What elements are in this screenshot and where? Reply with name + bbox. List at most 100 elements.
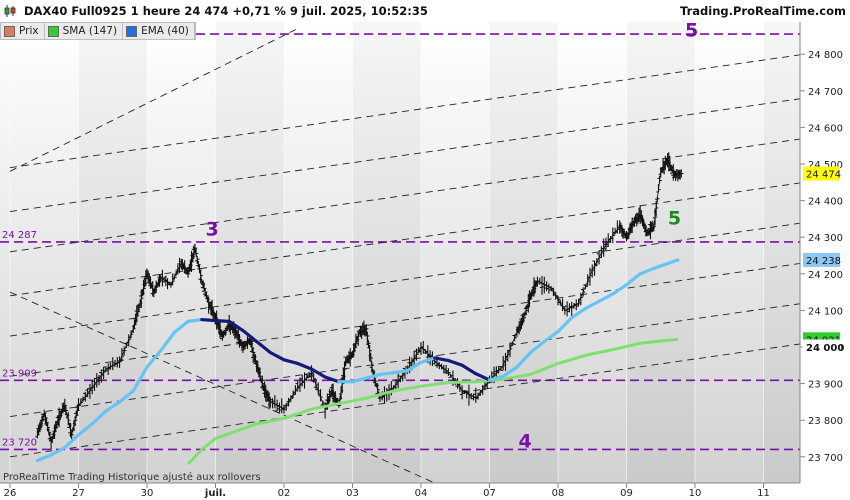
ema-segment: [117, 389, 135, 404]
ema-segment: [227, 319, 245, 333]
ema-segment: [433, 356, 450, 363]
ema-segment: [487, 374, 505, 382]
y-tick-label: 24 500: [808, 160, 843, 171]
y-tick-label: 24 200: [808, 270, 843, 281]
ema-segment: [241, 328, 259, 344]
trend-line[interactable]: [9, 54, 805, 169]
price-tag-box: [803, 166, 840, 181]
ema-segment: [611, 283, 629, 296]
x-tick-label: 02: [278, 488, 291, 499]
wave-label: 5: [685, 20, 698, 42]
legend-label-sma: SMA (147): [62, 25, 118, 37]
ema-segment: [528, 339, 546, 355]
ema-segment: [35, 453, 53, 463]
ema-segment: [501, 365, 519, 378]
trend-line[interactable]: [9, 138, 805, 253]
ema-segment: [515, 350, 533, 369]
ema-segment: [323, 375, 341, 384]
price-tag-label: 24 000: [806, 343, 844, 354]
y-tick-label: 24 100: [808, 306, 843, 317]
trend-line[interactable]: [9, 303, 805, 417]
wave-label: 4: [519, 431, 532, 453]
y-tick-label: 24 700: [808, 87, 843, 98]
ema-segment: [460, 363, 478, 376]
legend-item-ema[interactable]: EMA (40): [123, 23, 195, 39]
day-band: [216, 22, 285, 483]
level-label: 24 287: [2, 230, 37, 241]
trend-line[interactable]: [9, 98, 805, 213]
trend-line[interactable]: [9, 291, 442, 486]
ema-segment: [186, 317, 204, 323]
plot-background: [0, 22, 800, 483]
x-tick-label: 10: [689, 488, 702, 499]
ema-segment: [63, 433, 81, 450]
ema-segment: [419, 356, 437, 364]
y-tick-label: 24 600: [808, 123, 843, 134]
x-tick-label: 26: [4, 488, 17, 499]
ema-segment: [159, 330, 176, 353]
ema-segment: [145, 349, 163, 369]
trend-line[interactable]: [9, 182, 805, 297]
trend-line[interactable]: [9, 343, 805, 458]
ema-segment: [364, 372, 382, 380]
ema-segment: [49, 446, 67, 457]
ema-segment: [446, 358, 464, 367]
day-band: [627, 22, 696, 483]
ema-segment: [392, 369, 409, 375]
ema-segment: [405, 360, 423, 373]
legend-item-sma[interactable]: SMA (147): [45, 23, 124, 39]
trend-line[interactable]: [9, 28, 298, 172]
level-label: 23 720: [2, 437, 37, 448]
y-tick-label: 23 900: [808, 380, 843, 391]
y-tick-label: 23 800: [808, 416, 843, 427]
ema-segment: [90, 409, 108, 426]
trend-line[interactable]: [9, 222, 805, 337]
ema-segment: [597, 292, 615, 303]
ema-segment: [542, 330, 560, 344]
footer-note: ProRealTime Trading Historique ajusté au…: [3, 471, 261, 483]
indicator-legend: Prix SMA (147) EMA (40): [0, 22, 196, 40]
ema-segment: [104, 400, 122, 413]
x-tick-label: 08: [552, 488, 565, 499]
legend-swatch-price: [4, 25, 15, 37]
price-tag-label: 24 238: [806, 256, 841, 267]
ema-segment: [556, 316, 574, 334]
ema-segment: [350, 376, 368, 384]
wave-label: 3: [205, 218, 218, 240]
ema-segment: [638, 266, 656, 276]
sma-line[interactable]: [187, 337, 679, 466]
ema-segment: [665, 258, 680, 266]
top-bar: DAX40 Full0925 1 heure 24 474 +0,71 % 9 …: [0, 0, 850, 22]
ema-segment: [652, 261, 670, 270]
x-tick-label: juil.: [204, 488, 226, 499]
trend-line[interactable]: [9, 263, 805, 377]
ema-segment: [76, 422, 94, 437]
x-tick-label: 09: [620, 488, 633, 499]
y-tick-label: 24 300: [808, 233, 843, 244]
ema-segment: [378, 371, 396, 377]
ema-segment: [131, 365, 149, 393]
ema-segment: [570, 306, 588, 320]
ema-segment: [255, 339, 272, 355]
ema-segment: [213, 319, 231, 323]
x-tick-label: 11: [757, 488, 770, 499]
ema-segment: [172, 319, 190, 334]
ema-segment: [200, 317, 218, 323]
x-tick-label: 30: [141, 488, 154, 499]
legend-label-price: Prix: [19, 25, 39, 37]
ema-segment: [583, 299, 601, 311]
x-tick-label: 04: [415, 488, 428, 499]
day-band: [353, 22, 422, 483]
x-tick-label: 03: [346, 488, 359, 499]
x-axis-panel: [0, 483, 800, 500]
price-tag-box: [802, 339, 841, 355]
x-tick-label: 27: [72, 488, 85, 499]
price-line[interactable]: [37, 159, 682, 444]
price-tag-box: [803, 252, 840, 267]
brand-label: Trading.ProRealTime.com: [680, 4, 846, 18]
legend-item-price[interactable]: Prix: [1, 23, 45, 39]
y-tick-label: 24 400: [808, 197, 843, 208]
y-tick-label: 23 700: [808, 453, 843, 464]
legend-swatch-sma: [47, 25, 59, 37]
